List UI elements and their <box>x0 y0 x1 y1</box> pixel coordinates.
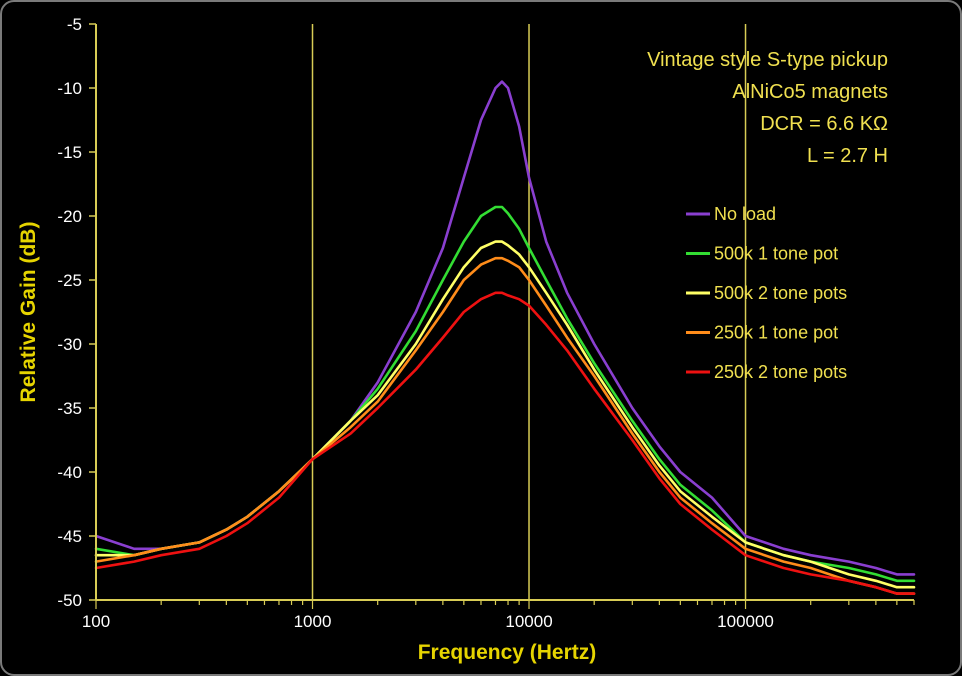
annotation-line-0: Vintage style S-type pickup <box>647 49 888 71</box>
y-tick-label-5: -30 <box>57 335 82 354</box>
x-axis-title: Frequency (Hertz) <box>418 641 597 664</box>
y-tick-label-9: -50 <box>57 591 82 610</box>
annotation-line-1: AlNiCo5 magnets <box>732 81 888 103</box>
legend-label-3: 250k 1 tone pot <box>714 323 838 343</box>
axes-layer <box>95 24 914 601</box>
annotation-block: Vintage style S-type pickup AlNiCo5 magne… <box>647 49 888 167</box>
series-layer <box>94 80 916 595</box>
y-tick-label-8: -45 <box>57 527 82 546</box>
x-tick-label-0: 100 <box>82 612 110 631</box>
legend-label-2: 500k 2 tone pots <box>714 283 847 303</box>
annotation-line-3: L = 2.7 H <box>807 145 888 167</box>
legend-label-0: No load <box>714 204 776 224</box>
y-tick-label-4: -25 <box>57 271 82 290</box>
grid-layer <box>311 24 747 600</box>
series-line-3 <box>94 256 916 595</box>
y-axis-title: Relative Gain (dB) <box>17 222 40 403</box>
x-tick-label-3: 100000 <box>717 612 774 631</box>
legend-label-4: 250k 2 tone pots <box>714 362 847 382</box>
legend-label-1: 500k 1 tone pot <box>714 244 838 264</box>
x-tick-label-1: 1000 <box>294 612 332 631</box>
series-line-4 <box>94 291 916 595</box>
x-tick-label-2: 10000 <box>505 612 552 631</box>
y-tick-label-1: -10 <box>57 79 82 98</box>
y-tick-label-7: -40 <box>57 463 82 482</box>
annotation-line-2: DCR = 6.6 KΩ <box>760 113 888 135</box>
y-tick-label-0: -5 <box>67 15 82 34</box>
y-tick-label-2: -15 <box>57 143 82 162</box>
legend: No load 500k 1 tone pot 500k 2 tone pots 25… <box>686 204 847 382</box>
y-tick-label-6: -35 <box>57 399 82 418</box>
y-tick-label-3: -20 <box>57 207 82 226</box>
